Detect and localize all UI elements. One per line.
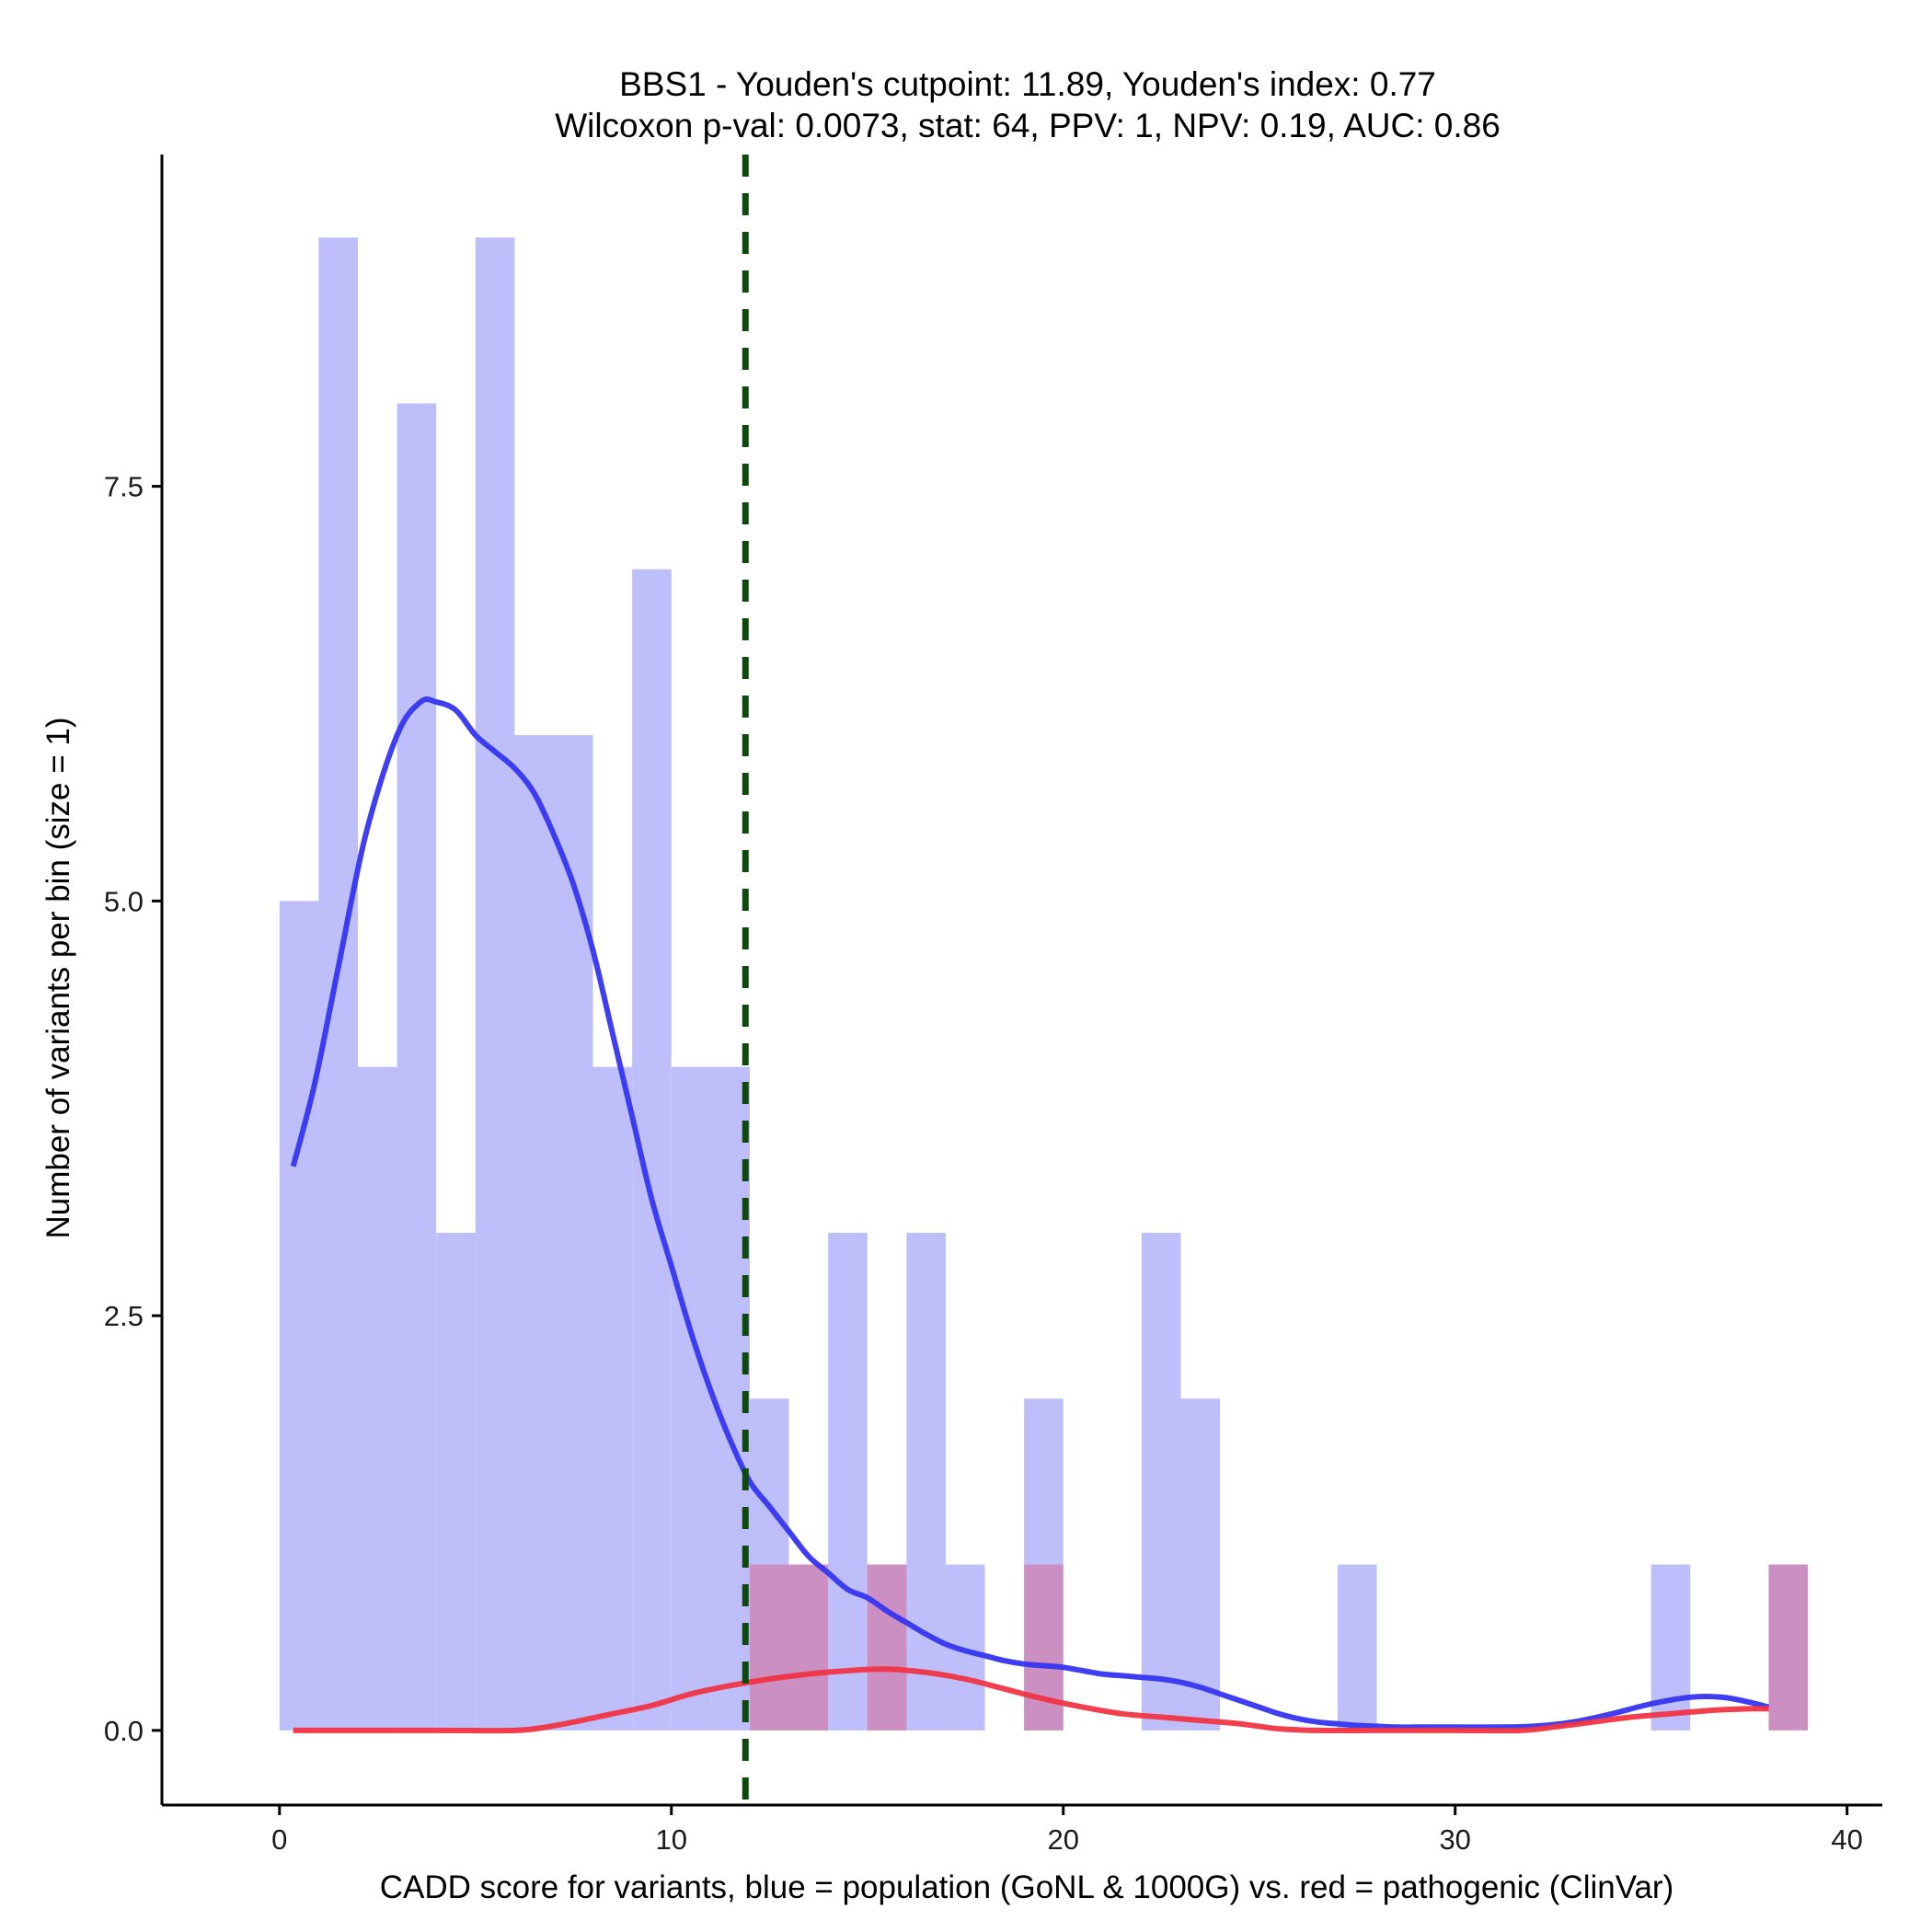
population-bar — [553, 735, 593, 1731]
population-bar — [436, 1232, 476, 1731]
x-axis-title: CADD score for variants, blue = populati… — [380, 1869, 1674, 1905]
x-tick-label: 0 — [271, 1823, 287, 1856]
y-axis-title: Number of variants per bin (size = 1) — [40, 717, 76, 1238]
population-bar — [592, 1066, 633, 1731]
population-bar — [906, 1232, 946, 1731]
y-tick-label: 2.5 — [104, 1300, 144, 1332]
population-bar — [671, 1066, 711, 1731]
population-bar — [1650, 1564, 1691, 1731]
x-tick-label: 40 — [1831, 1823, 1862, 1856]
population-histogram — [279, 237, 1691, 1731]
x-tick-label: 20 — [1047, 1823, 1078, 1856]
population-bar — [397, 403, 437, 1731]
population-density-line — [290, 696, 1770, 1731]
population-bar — [1180, 1398, 1221, 1731]
pathogenic-density-line — [293, 1666, 1769, 1734]
y-tick-label: 5.0 — [104, 885, 144, 917]
population-bar — [279, 901, 319, 1731]
population-bar — [475, 237, 515, 1731]
chart-title: BBS1 - Youden's cutpoint: 11.89, Youden'… — [619, 65, 1436, 103]
chart-subtitle: Wilcoxon p-val: 0.0073, stat: 64, PPV: 1… — [555, 107, 1501, 144]
population-bar — [318, 237, 358, 1731]
axes: 0 10 20 30 40 0.0 2.5 5.0 7.5 — [104, 155, 1882, 1856]
pathogenic-bar — [1768, 1564, 1809, 1731]
population-bar — [1141, 1232, 1181, 1731]
population-bar — [1337, 1564, 1377, 1731]
pathogenic-bar — [1024, 1564, 1064, 1731]
population-bar — [514, 735, 554, 1731]
x-tick-label: 10 — [656, 1823, 687, 1856]
x-tick-label: 30 — [1439, 1823, 1470, 1856]
y-tick-label: 7.5 — [104, 471, 144, 503]
y-tick-label: 0.0 — [104, 1715, 144, 1747]
population-bar — [828, 1232, 868, 1731]
density-curves — [290, 696, 1770, 1734]
pathogenic-bar — [867, 1564, 907, 1731]
population-bar — [357, 1066, 397, 1731]
pathogenic-bar — [788, 1564, 829, 1731]
pathogenic-bar — [749, 1564, 789, 1731]
